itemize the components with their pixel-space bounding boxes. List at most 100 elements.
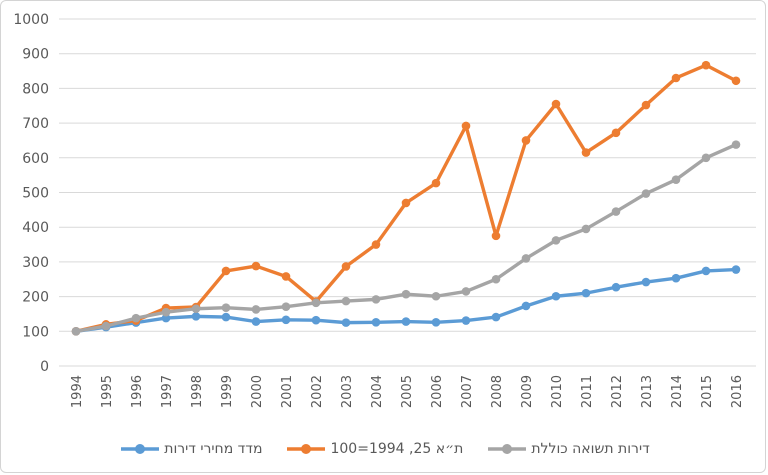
series-point-housing-total-return — [401, 289, 411, 299]
series-point-ta25-index — [491, 231, 501, 241]
x-axis-label: 2002 — [310, 375, 325, 408]
y-axis-label: 600 — [22, 151, 49, 167]
series-point-housing-price-index — [461, 316, 471, 325]
legend-item-housing-price-index: מדד מחירי דירות — [120, 441, 262, 457]
y-axis-label: 900 — [22, 47, 49, 63]
series-point-housing-price-index — [251, 317, 261, 326]
series-point-housing-price-index — [551, 291, 561, 301]
x-axis-label: 2007 — [460, 375, 475, 408]
series-point-housing-price-index — [581, 288, 591, 298]
series-point-housing-price-index — [401, 317, 411, 326]
x-axis-label: 1998 — [190, 375, 205, 408]
series-point-housing-price-index — [221, 312, 231, 322]
series-point-housing-price-index — [491, 312, 501, 322]
series-point-ta25-index — [551, 99, 561, 109]
series-point-housing-price-index — [701, 266, 711, 276]
y-axis-label: 1000 — [13, 12, 49, 28]
y-axis-label: 300 — [22, 255, 49, 271]
x-axis-label: 2011 — [580, 375, 595, 408]
series-point-ta25-index — [221, 266, 231, 276]
series-point-ta25-index — [281, 272, 291, 281]
legend-label-ta25-index: ת״א 25, 1994=100 — [330, 441, 464, 457]
legend-label-housing-total-return: דירות תשואה כוללת — [531, 441, 650, 457]
series-point-housing-price-index — [161, 313, 171, 323]
x-axis-label: 1997 — [160, 375, 175, 408]
series-point-ta25-index — [581, 148, 591, 157]
y-axis-label: 100 — [22, 324, 49, 340]
y-axis-label: 0 — [40, 359, 49, 375]
series-point-ta25-index — [731, 76, 741, 86]
x-axis-label: 2006 — [430, 375, 445, 408]
series-point-ta25-index — [461, 121, 471, 131]
series-point-housing-total-return — [521, 254, 531, 263]
series-point-ta25-index — [611, 128, 621, 138]
x-axis-label: 2008 — [490, 375, 505, 408]
x-axis-label: 2012 — [610, 375, 625, 408]
y-axis-label: 700 — [22, 116, 49, 132]
series-point-ta25-index — [521, 136, 531, 145]
series-point-ta25-index — [641, 100, 651, 110]
series-point-housing-total-return — [281, 302, 291, 311]
series-point-housing-total-return — [671, 175, 681, 184]
series-point-housing-price-index — [311, 315, 321, 325]
x-axis-label: 1994 — [70, 375, 85, 408]
series-point-ta25-index — [341, 262, 351, 271]
y-axis-label: 500 — [22, 186, 49, 202]
y-axis-label: 400 — [22, 220, 49, 236]
series-point-housing-total-return — [611, 207, 621, 216]
series-point-housing-total-return — [431, 291, 441, 301]
series-point-housing-total-return — [311, 298, 321, 308]
legend-item-ta25-index: ת״א 25, 1994=100 — [286, 441, 463, 457]
chart-legend: מדד מחירי דירות ת״א 25, 1994=100 דירות ת… — [1, 435, 768, 463]
series-point-ta25-index — [371, 240, 381, 249]
series-line-housing-total-return — [74, 142, 738, 333]
x-axis-label: 2014 — [670, 375, 685, 408]
series-point-ta25-index — [401, 198, 411, 208]
series-point-housing-total-return — [461, 287, 471, 296]
series-point-housing-price-index — [371, 317, 381, 327]
x-axis-label: 2005 — [400, 375, 415, 408]
x-axis-label: 1996 — [130, 375, 145, 408]
legend-marker-housing-price-index — [121, 444, 160, 454]
series-point-housing-price-index — [641, 277, 651, 287]
series-point-housing-price-index — [731, 265, 741, 274]
series-point-housing-price-index — [341, 318, 351, 327]
series-point-housing-total-return — [371, 295, 381, 304]
x-axis-label: 2003 — [340, 375, 355, 408]
y-axis-label: 200 — [22, 290, 49, 306]
series-point-ta25-index — [251, 261, 261, 271]
series-point-ta25-index — [701, 60, 711, 70]
x-axis-label: 1995 — [100, 375, 115, 408]
series-point-housing-total-return — [581, 224, 591, 234]
series-point-ta25-index — [671, 73, 681, 83]
series-point-housing-total-return — [491, 274, 501, 284]
x-axis-label: 2016 — [730, 375, 745, 408]
legend-marker-ta25-index — [287, 444, 326, 454]
series-point-housing-total-return — [101, 321, 111, 331]
x-axis-label: 2010 — [550, 375, 565, 408]
x-axis-label: 2000 — [250, 375, 265, 408]
series-point-housing-total-return — [701, 153, 711, 163]
series-point-housing-price-index — [521, 301, 531, 311]
series-point-ta25-index — [431, 178, 441, 188]
x-axis-label: 2015 — [700, 375, 715, 408]
x-axis-label: 2001 — [280, 375, 295, 408]
legend-marker-housing-total-return — [488, 444, 527, 454]
series-point-housing-total-return — [251, 305, 261, 314]
series-point-housing-price-index — [671, 273, 681, 283]
series-point-housing-total-return — [71, 327, 81, 336]
series-point-housing-total-return — [131, 313, 141, 323]
series-point-housing-total-return — [341, 296, 351, 306]
y-axis-label: 800 — [22, 81, 49, 97]
series-point-housing-total-return — [641, 189, 651, 198]
series-point-housing-price-index — [191, 312, 201, 321]
series-point-housing-total-return — [731, 140, 741, 149]
line-chart-plot: 0 100 200 300 400 500 600 700 800 900 1000 1994 1995… — [13, 12, 756, 408]
legend-item-housing-total-return: דירות תשואה כוללת — [487, 441, 650, 457]
series-point-housing-total-return — [161, 307, 171, 317]
x-axis-label: 2013 — [640, 375, 655, 408]
series-point-housing-total-return — [221, 303, 231, 313]
series-point-housing-price-index — [281, 315, 291, 325]
x-axis-label: 2004 — [370, 375, 385, 408]
